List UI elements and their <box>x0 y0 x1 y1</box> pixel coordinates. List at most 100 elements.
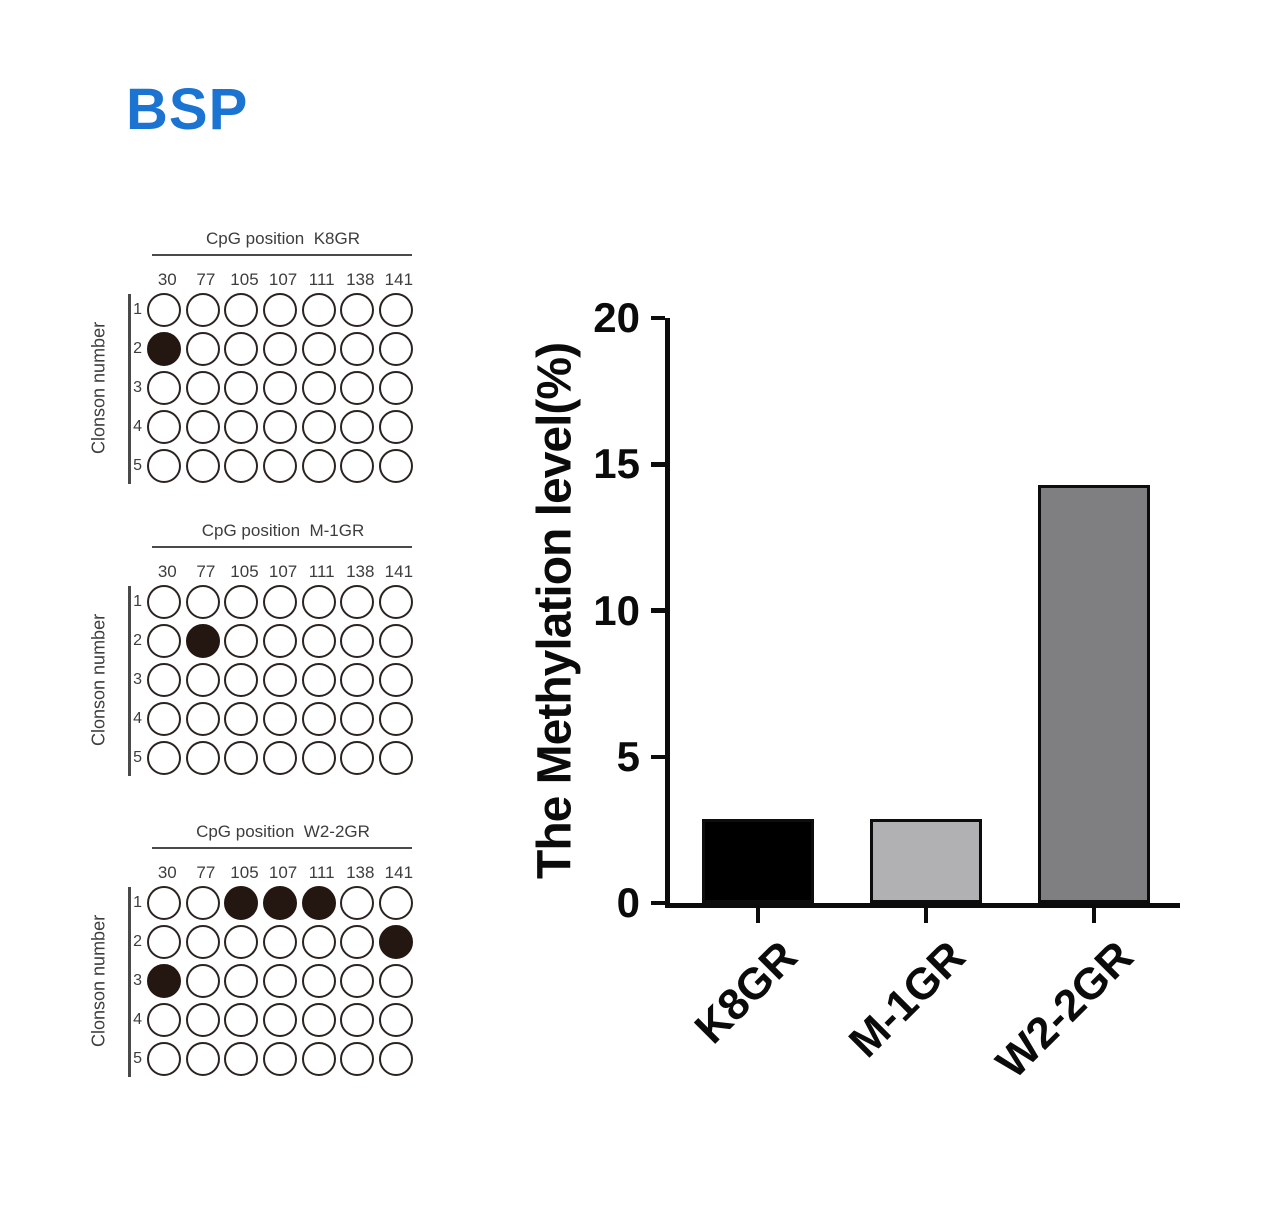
methylation-dot-open <box>340 623 375 658</box>
panel-underline <box>152 546 412 548</box>
dot-cell <box>299 329 338 368</box>
dot-cell <box>261 961 300 1000</box>
panel-underline <box>152 254 412 256</box>
methylation-dot-open <box>147 623 182 658</box>
methylation-dot-open <box>147 740 182 775</box>
methylation-dot-open <box>224 370 259 405</box>
methylation-dot-open <box>185 331 220 366</box>
methylation-dot-open <box>263 924 298 959</box>
bar-k8gr <box>702 819 814 903</box>
dot-cell <box>222 961 261 1000</box>
dot-cell <box>377 446 416 485</box>
dot-cell <box>299 446 338 485</box>
methylation-dot-filled <box>263 885 298 920</box>
dot-cell <box>299 582 338 621</box>
methylation-dot-open <box>224 924 259 959</box>
methylation-dot-open <box>263 448 298 483</box>
dot-cell <box>222 582 261 621</box>
methylation-dot-open <box>185 584 220 619</box>
methylation-dot-open <box>224 331 259 366</box>
cpg-position-label: 138 <box>346 863 375 882</box>
clone-number-axis-line <box>128 887 131 1077</box>
methylation-dot-open <box>185 1002 220 1037</box>
dot-row: 1 <box>88 290 415 329</box>
x-axis-tick <box>755 908 761 923</box>
methylation-dot-open <box>263 409 298 444</box>
dot-cell <box>338 582 377 621</box>
dot-cell <box>338 922 377 961</box>
dot-cell <box>261 1039 300 1078</box>
cpg-position-label: 111 <box>308 863 335 882</box>
cpg-panel-k8gr: CpG position K8GR 30 77 105 107 111 138 141 Clon… <box>88 228 418 484</box>
dot-cell <box>261 446 300 485</box>
x-axis-tick <box>1091 908 1097 923</box>
methylation-dot-open <box>224 1002 259 1037</box>
clone-number-axis-line <box>128 586 131 776</box>
dot-cell <box>184 446 223 485</box>
dot-cell <box>299 1000 338 1039</box>
panel-title: CpG position W2-2GR <box>196 822 370 841</box>
methylation-dot-open <box>224 701 259 736</box>
bar-m-1gr <box>870 819 982 903</box>
cpg-position-label: 107 <box>268 863 298 882</box>
methylation-dot-open <box>147 370 182 405</box>
methylation-dot-open <box>224 292 259 327</box>
methylation-dot-open <box>301 924 336 959</box>
clone-number-label: 5 <box>133 748 142 766</box>
methylation-dot-open <box>301 331 336 366</box>
methylation-dot-open <box>301 370 336 405</box>
dot-cell <box>338 290 377 329</box>
dot-cell <box>184 660 223 699</box>
methylation-dot-open <box>378 623 413 658</box>
clone-number-label: 2 <box>133 932 142 950</box>
methylation-dot-open <box>263 584 298 619</box>
cpg-position-label: 141 <box>384 562 414 581</box>
dot-cell <box>222 699 261 738</box>
dot-cell <box>222 329 261 368</box>
dot-cell <box>145 922 184 961</box>
dot-row: 2 <box>88 922 415 961</box>
dot-cell <box>377 1000 416 1039</box>
methylation-dot-open <box>147 1002 182 1037</box>
methylation-dot-open <box>224 448 259 483</box>
methylation-dot-open <box>224 584 259 619</box>
dot-cell <box>261 407 300 446</box>
dot-cell <box>299 1039 338 1078</box>
dot-cell <box>184 1039 223 1078</box>
dot-cell <box>145 1000 184 1039</box>
clone-number-label: 1 <box>133 592 142 610</box>
dot-grid: 1 2 3 4 5 <box>88 582 415 777</box>
methylation-dot-open <box>301 584 336 619</box>
dot-cell <box>299 883 338 922</box>
methylation-dot-open <box>301 963 336 998</box>
methylation-dot-open <box>340 662 375 697</box>
dot-cell <box>377 290 416 329</box>
methylation-dot-open <box>340 292 375 327</box>
dot-cell <box>261 922 300 961</box>
dot-cell <box>184 961 223 1000</box>
dot-cell <box>261 290 300 329</box>
methylation-dot-open <box>378 292 413 327</box>
x-tick-label: W2-2GR <box>986 932 1143 1088</box>
methylation-dot-open <box>378 370 413 405</box>
x-tick-label: K8GR <box>685 932 807 1054</box>
dot-cell <box>145 446 184 485</box>
methylation-dot-open <box>378 409 413 444</box>
clone-number-label: 2 <box>133 631 142 649</box>
panel-underline <box>152 847 412 849</box>
methylation-dot-open <box>301 1041 336 1076</box>
dot-cell <box>299 368 338 407</box>
panel-title: CpG position K8GR <box>205 229 360 248</box>
cpg-position-headers: 30 77 105 107 111 138 141 <box>148 270 418 290</box>
cpg-position-label: 77 <box>196 863 216 882</box>
dot-cell <box>222 922 261 961</box>
dot-cell <box>261 621 300 660</box>
dot-cell <box>261 368 300 407</box>
dot-cell <box>338 961 377 1000</box>
methylation-dot-open <box>301 448 336 483</box>
dot-cell <box>222 738 261 777</box>
methylation-dot-open <box>224 409 259 444</box>
cpg-position-label: 107 <box>268 270 298 289</box>
clone-number-label: 5 <box>133 1049 142 1067</box>
dot-cell <box>338 1000 377 1039</box>
